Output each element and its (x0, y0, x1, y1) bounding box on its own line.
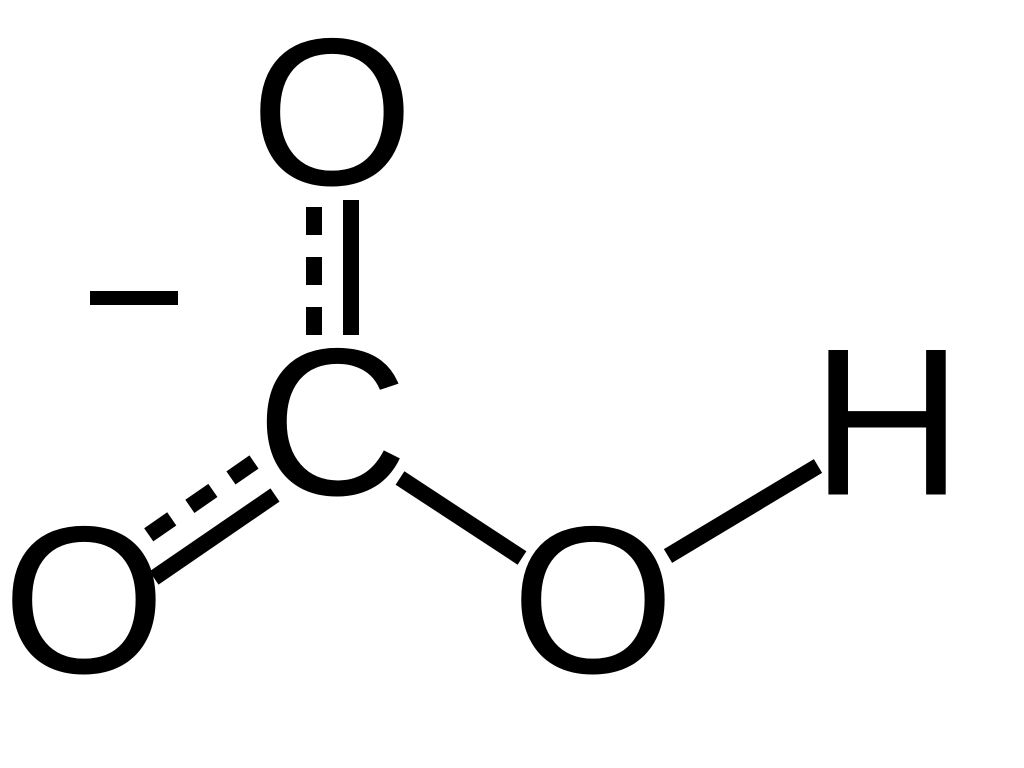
atom-C: C (256, 305, 408, 540)
molecule-diagram: COOOH (0, 0, 1024, 768)
bond-C-O_right (400, 478, 522, 558)
atom-O_right: O (511, 483, 674, 718)
bonds-group (134, 200, 818, 578)
atom-O_left: O (2, 483, 165, 718)
atom-H: H (811, 305, 963, 540)
bond-O_right-H (668, 466, 818, 556)
atom-O_top: O (250, 0, 413, 230)
atoms-group: COOOH (2, 0, 963, 718)
